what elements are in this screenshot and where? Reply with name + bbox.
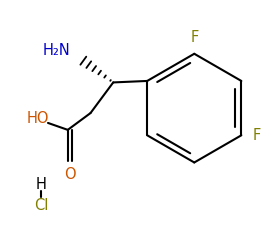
Text: H₂N: H₂N — [43, 43, 71, 58]
Text: HO: HO — [27, 110, 49, 126]
Text: Cl: Cl — [34, 198, 48, 214]
Text: F: F — [190, 31, 198, 46]
Text: O: O — [64, 167, 76, 182]
Text: F: F — [253, 128, 261, 143]
Text: H: H — [36, 177, 47, 192]
